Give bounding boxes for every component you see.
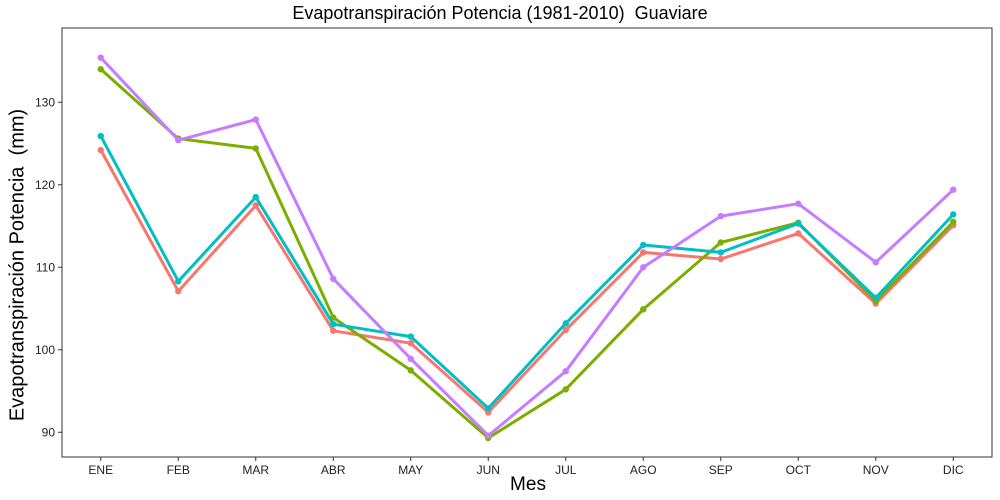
data-point [562,320,569,327]
data-point [97,66,104,73]
data-point [640,306,647,313]
data-point [717,212,724,220]
data-point [330,320,337,328]
data-point [950,186,957,193]
data-point [175,278,182,285]
data-point [485,432,492,439]
chart-title: Evapotranspiración Potencia (1981-2010) … [292,3,708,23]
x-tick-label: ABR [321,463,346,477]
data-point [872,294,879,301]
x-tick-label: MAR [242,463,269,477]
data-point [97,146,104,154]
data-point [950,218,957,226]
data-point [97,132,104,140]
data-point [407,367,414,374]
data-point [407,355,414,363]
series-line-2 [99,67,955,440]
x-tick-label: NOV [863,463,889,477]
data-point [562,326,569,334]
data-point [795,200,802,207]
data-point [330,327,337,334]
x-tick-label: MAY [398,463,423,477]
data-point [252,202,259,209]
series-line-1 [99,148,955,414]
data-point [717,249,724,256]
data-point [795,230,802,237]
x-tick-label: AGO [630,463,657,477]
data-point [485,405,492,412]
data-point [717,239,724,246]
x-tick-label: ENE [88,463,113,477]
series-line-3 [99,134,955,410]
y-tick-label: 100 [35,343,55,357]
x-tick-label: FEB [167,463,190,477]
y-tick-label: 90 [42,425,56,439]
data-point [562,368,569,375]
data-point [97,54,104,61]
data-point [175,287,182,295]
x-tick-label: JUL [555,463,577,477]
y-tick-label: 110 [36,260,55,274]
data-point [252,116,259,123]
data-point [950,211,957,218]
y-tick-label: 120 [35,178,55,192]
data-point [175,137,182,144]
data-point [562,386,569,393]
x-tick-label: OCT [786,463,812,477]
data-point [640,241,647,249]
x-axis-title: Mes [510,474,546,495]
x-tick-label: SEP [709,463,733,477]
data-point [872,259,879,266]
y-tick-label: 130 [35,95,55,109]
data-point [640,264,647,271]
data-point [252,193,259,201]
data-point [640,249,647,256]
data-point [795,220,802,227]
plot-border [61,27,993,458]
series-line-4 [99,56,955,438]
data-point [330,275,337,282]
x-tick-label: JUN [477,463,500,477]
y-axis-title: Evapotranspiración Potencia (mm) [6,108,29,422]
data-point [407,339,414,347]
x-tick-label: DIC [943,463,964,477]
data-point [252,145,259,152]
data-point [717,255,724,263]
data-point [407,333,414,340]
